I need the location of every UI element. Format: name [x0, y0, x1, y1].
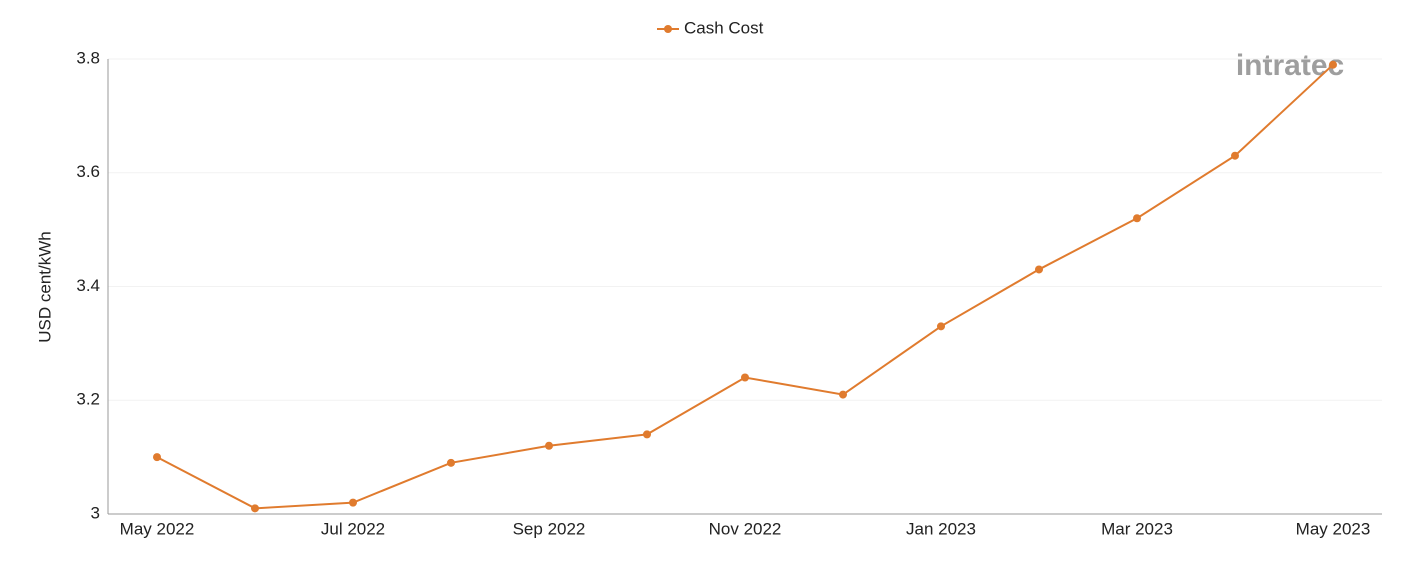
- watermark: intratec: [1236, 49, 1344, 82]
- point: [937, 322, 945, 331]
- point: [1329, 60, 1337, 69]
- point: [545, 441, 553, 450]
- y-tick-label: 3.6: [76, 162, 100, 181]
- point: [839, 390, 847, 399]
- point: [643, 430, 651, 439]
- y-tick-label: 3: [91, 503, 100, 522]
- point: [349, 498, 357, 507]
- point: [1231, 151, 1239, 160]
- x-tick-label: Nov 2022: [709, 519, 782, 538]
- point: [1035, 265, 1043, 274]
- legend-label: Cash Cost: [684, 18, 764, 37]
- y-tick-label: 3.2: [76, 390, 100, 409]
- point: [741, 373, 749, 382]
- x-tick-label: May 2023: [1296, 519, 1371, 538]
- y-tick-label: 3.4: [76, 276, 100, 295]
- x-tick-label: Mar 2023: [1101, 519, 1173, 538]
- legend-marker: [664, 25, 672, 33]
- y-axis-label: USD cent/kWh: [35, 231, 54, 342]
- point: [153, 453, 161, 462]
- point: [251, 504, 259, 513]
- x-tick-label: Jul 2022: [321, 519, 385, 538]
- point: [447, 458, 455, 467]
- x-tick-label: Jan 2023: [906, 519, 976, 538]
- x-tick-label: Sep 2022: [513, 519, 586, 538]
- x-tick-label: May 2022: [120, 519, 195, 538]
- point: [1133, 214, 1141, 223]
- y-tick-label: 3.8: [76, 48, 100, 67]
